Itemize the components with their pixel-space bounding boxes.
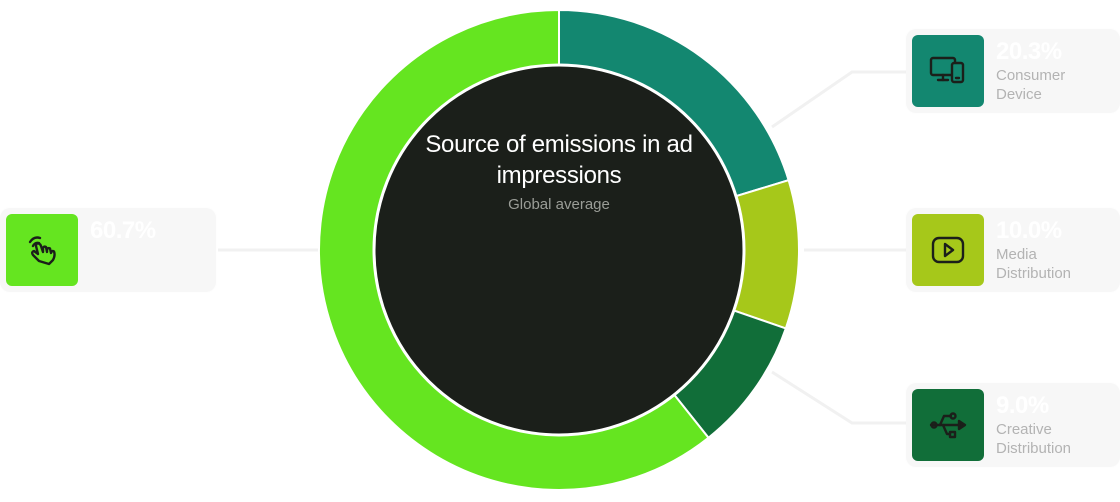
legend-card-left: 60.7% xyxy=(0,208,216,292)
legend-card-media-distribution: 10.0% Media Distribution xyxy=(906,208,1120,292)
donut-center xyxy=(372,63,746,437)
connector-consumer-device xyxy=(771,70,906,129)
connector-creative-distribution xyxy=(771,370,906,425)
legend-card-creative-distribution: 9.0% Creative Distribution xyxy=(906,383,1120,467)
chart-subtitle: Global average xyxy=(508,196,610,213)
chart-center-label: Source of emissions in ad impressions Gl… xyxy=(379,129,739,213)
legend-icon-box-media-distribution xyxy=(912,214,984,286)
legend-value: 9.0% xyxy=(996,392,1049,419)
legend-label: Media Distribution xyxy=(996,246,1072,282)
legend-value: 10.0% xyxy=(996,217,1062,244)
devices-icon xyxy=(929,56,965,84)
legend-label: Creative Distribution xyxy=(996,421,1072,457)
legend-icon-box-creative-distribution xyxy=(912,389,984,461)
play-icon xyxy=(931,236,965,264)
tap-icon xyxy=(28,236,56,266)
legend-icon-box-consumer-device xyxy=(912,35,984,107)
legend-card-consumer-device: 20.3% Consumer Device xyxy=(906,29,1120,113)
legend-icon-box-left xyxy=(6,214,78,286)
donut-chart xyxy=(318,9,800,491)
legend-value: 20.3% xyxy=(996,38,1062,65)
legend-label: Consumer Device xyxy=(996,67,1066,103)
usb-icon xyxy=(929,412,967,439)
legend-value: 60.7% xyxy=(90,217,156,244)
chart-title: Source of emissions in ad impressions xyxy=(425,131,693,189)
